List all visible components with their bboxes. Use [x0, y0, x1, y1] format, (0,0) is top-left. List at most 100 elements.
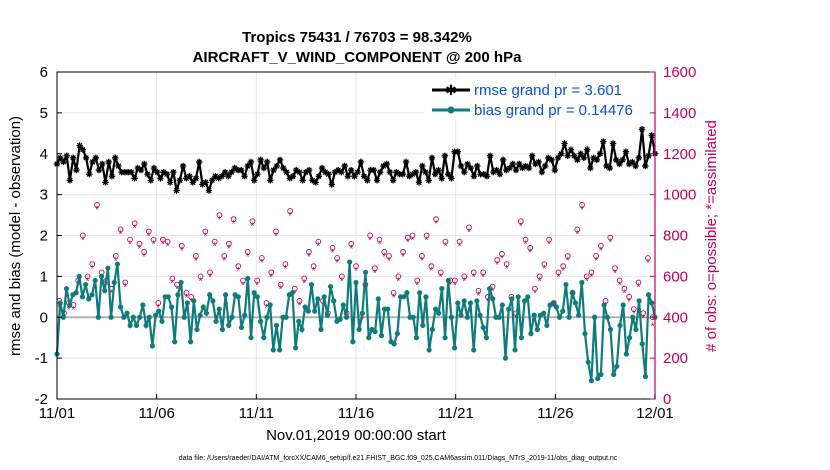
- obs-possible-marker: [371, 265, 378, 272]
- obs-assimilated-marker: *: [641, 313, 645, 324]
- bias-point: [385, 306, 391, 312]
- obs-assimilated-marker: *: [481, 272, 485, 283]
- obs-possible-marker: [348, 240, 355, 247]
- obs-assimilated-marker: *: [547, 240, 551, 251]
- axis-ticks: -2 -1 0 1 2 3 4 5 6 0 200 400 600 800 1000 1200 1400 1600…: [35, 64, 697, 422]
- obs-assimilated-marker: *: [401, 252, 405, 263]
- obs-assimilated-marker: *: [585, 276, 589, 287]
- bias-point: [79, 294, 86, 300]
- bias-point: [490, 296, 496, 302]
- obs-possible-marker: [202, 228, 209, 235]
- y-tick-label-right: 1200: [663, 146, 696, 163]
- rmse-point: [108, 173, 116, 180]
- bias-point: [251, 290, 257, 296]
- rmse-point: [638, 126, 646, 133]
- obs-assimilated-marker: *: [453, 281, 457, 292]
- bias-point: [292, 345, 299, 351]
- bias-point: [264, 314, 270, 320]
- bias-point: [626, 335, 633, 341]
- obs-possible-marker: [301, 275, 308, 282]
- y-tick-label-right: 0: [663, 391, 671, 408]
- obs-assimilated-marker: *: [180, 246, 184, 257]
- obs-assimilated-marker: *: [434, 219, 438, 230]
- obs-possible-marker: [395, 273, 402, 280]
- bias-point: [216, 306, 222, 312]
- rmse-point: [635, 154, 643, 162]
- obs-possible-marker: [546, 236, 552, 243]
- bias-point: [187, 339, 194, 345]
- obs-possible-marker: [607, 234, 614, 241]
- rmse-point: [583, 146, 591, 153]
- obs-possible-marker: [131, 220, 138, 227]
- obs-assimilated-marker: *: [156, 303, 160, 314]
- bias-point: [324, 312, 330, 318]
- obs-possible-marker: [329, 244, 336, 251]
- obs-assimilated-marker: *: [533, 289, 537, 300]
- rmse-point: [247, 158, 255, 166]
- bias-point: [439, 286, 445, 292]
- obs-assimilated-marker: *: [185, 293, 189, 304]
- obs-assimilated-marker: *: [222, 256, 226, 267]
- obs-possible-marker: [437, 269, 444, 276]
- rmse-point: [461, 168, 468, 176]
- chart-subtitle: AIRCRAFT_V_WIND_COMPONENT @ 200 hPa: [193, 49, 523, 66]
- rmse-point: [105, 158, 112, 166]
- obs-possible-marker: [197, 273, 204, 280]
- obs-assimilated-marker: *: [302, 279, 306, 290]
- rmse-point: [315, 173, 323, 180]
- rmse-point: [286, 175, 293, 182]
- legend-rmse-marker: ✱: [445, 82, 457, 98]
- bias-point: [146, 314, 152, 320]
- bias-point: [105, 265, 111, 271]
- obs-possible-marker: [456, 238, 463, 245]
- y-tick-label-right: 200: [663, 350, 688, 367]
- y-tick-label: 1: [40, 268, 48, 285]
- rmse-point: [402, 158, 410, 166]
- obs-assimilated-marker: *: [81, 236, 85, 247]
- obs-assimilated-marker: *: [448, 281, 452, 292]
- bias-point: [191, 298, 197, 304]
- bias-point: [474, 298, 480, 304]
- rmse-point: [606, 164, 613, 172]
- rmse-point: [257, 156, 264, 164]
- obs-possible-marker: [268, 269, 275, 276]
- bias-point: [394, 331, 400, 337]
- bias-point: [347, 259, 353, 265]
- bias-point: [277, 347, 283, 353]
- obs-possible-marker: [621, 285, 628, 292]
- bias-point: [60, 314, 66, 320]
- bias-point: [248, 335, 254, 341]
- rmse-point: [141, 160, 148, 168]
- obs-assimilated-marker: *: [458, 242, 462, 253]
- obs-possible-marker: [626, 293, 632, 300]
- obs-possible-marker: [80, 232, 86, 239]
- rmse-point: [448, 175, 455, 182]
- rmse-point: [312, 179, 319, 186]
- rmse-point: [131, 175, 138, 182]
- rmse-point: [305, 166, 313, 174]
- rmse-point: [186, 173, 193, 180]
- obs-assimilated-marker: *: [227, 244, 231, 255]
- bias-point: [245, 275, 251, 282]
- bias-point: [127, 322, 133, 329]
- bias-point: [391, 341, 397, 347]
- rmse-point: [364, 177, 371, 184]
- bias-point: [111, 279, 117, 286]
- rmse-point: [170, 168, 177, 176]
- rmse-point: [95, 166, 103, 174]
- legend-bias-marker: [447, 106, 455, 114]
- bias-point: [486, 286, 493, 292]
- bias-point: [604, 314, 610, 320]
- bias-point: [499, 302, 505, 308]
- obs-possible-marker: [226, 240, 232, 247]
- rmse-point: [509, 160, 516, 168]
- rmse-point: [73, 166, 80, 174]
- rmse-point: [422, 168, 429, 176]
- rmse-point: [587, 164, 594, 172]
- obs-possible-marker: [598, 242, 604, 249]
- rmse-point: [273, 162, 281, 170]
- rmse-point: [377, 168, 384, 176]
- rmse-point: [154, 168, 161, 176]
- rmse-point: [574, 156, 581, 164]
